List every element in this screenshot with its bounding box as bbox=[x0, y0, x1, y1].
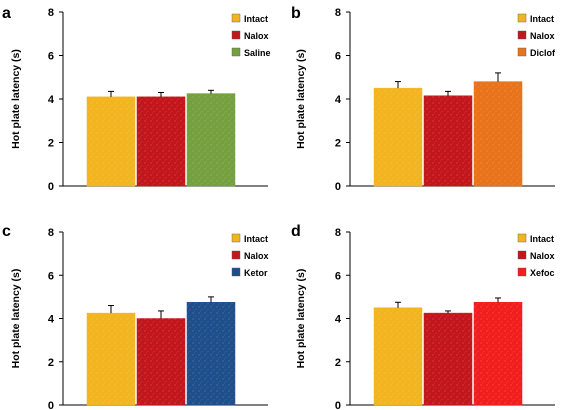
y-tick-label: 0 bbox=[48, 400, 54, 410]
legend-label: Intact bbox=[530, 234, 554, 244]
bar-texture bbox=[187, 302, 235, 405]
y-tick-label: 4 bbox=[48, 94, 55, 106]
y-tick-label: 2 bbox=[335, 357, 341, 369]
legend-swatch bbox=[517, 30, 527, 40]
panel-b: b Hot plate latency (s) 0 2 4 6 8 Intact Nalox Di… bbox=[291, 5, 556, 193]
legend-label: Nalox bbox=[530, 31, 555, 41]
panel-c: c Hot plate latency (s) 0 2 4 6 8 Intact Nalox Ke… bbox=[2, 223, 269, 410]
y-tick-label: 8 bbox=[48, 7, 54, 19]
y-tick-label: 8 bbox=[335, 7, 341, 19]
bar-texture bbox=[474, 81, 522, 186]
y-tick-label: 2 bbox=[48, 357, 54, 369]
legend-swatch bbox=[231, 47, 241, 57]
bar-texture bbox=[87, 96, 135, 186]
bar-texture bbox=[187, 93, 235, 186]
legend-label: Nalox bbox=[244, 31, 269, 41]
legend-swatch bbox=[231, 233, 241, 243]
legend-label: Ketor bbox=[244, 268, 268, 278]
legend-swatch bbox=[231, 13, 241, 23]
bar-texture bbox=[474, 302, 522, 405]
y-tick-label: 2 bbox=[335, 138, 341, 150]
y-tick-label: 6 bbox=[48, 51, 54, 63]
legend-swatch bbox=[231, 250, 241, 260]
legend-label: Saline bbox=[244, 48, 271, 58]
legend-swatch bbox=[517, 267, 527, 277]
legend-swatch bbox=[517, 13, 527, 23]
legend: Intact Nalox Saline bbox=[231, 13, 271, 58]
legend-swatch bbox=[231, 30, 241, 40]
y-axis-title: Hot plate latency (s) bbox=[295, 49, 307, 149]
panel-letter: c bbox=[2, 223, 11, 240]
panel-letter: d bbox=[291, 223, 301, 240]
y-axis-title: Hot plate latency (s) bbox=[295, 269, 307, 369]
legend-label: Intact bbox=[530, 14, 554, 24]
y-tick-label: 2 bbox=[48, 138, 54, 150]
y-tick-label: 8 bbox=[335, 227, 341, 239]
y-tick-label: 6 bbox=[48, 270, 54, 282]
y-tick-label: 8 bbox=[48, 227, 54, 239]
bar-texture bbox=[374, 88, 422, 186]
panel-letter: a bbox=[2, 5, 11, 22]
y-tick-label: 6 bbox=[335, 270, 341, 282]
legend-swatch bbox=[231, 267, 241, 277]
legend-swatch bbox=[517, 233, 527, 243]
y-tick-label: 4 bbox=[335, 314, 342, 326]
y-tick-label: 4 bbox=[48, 314, 55, 326]
bar-texture bbox=[137, 318, 185, 405]
legend-label: Diclof bbox=[530, 48, 556, 58]
legend-swatch bbox=[517, 250, 527, 260]
legend-label: Nalox bbox=[530, 251, 555, 261]
legend-label: Intact bbox=[244, 234, 268, 244]
panel-letter: b bbox=[291, 5, 301, 22]
legend-swatch bbox=[517, 47, 527, 57]
bar-texture bbox=[137, 96, 185, 186]
y-tick-label: 0 bbox=[48, 181, 54, 193]
legend: Intact Nalox Xefoc bbox=[517, 233, 555, 278]
panel-d: d Hot plate latency (s) 0 2 4 6 8 Intact Nalox Xe… bbox=[291, 223, 555, 410]
y-axis-title: Hot plate latency (s) bbox=[10, 269, 22, 369]
legend: Intact Nalox Diclof bbox=[517, 13, 556, 58]
bar-texture bbox=[374, 307, 422, 405]
y-axis-title: Hot plate latency (s) bbox=[10, 49, 22, 149]
legend-label: Intact bbox=[244, 14, 268, 24]
legend-label: Xefoc bbox=[530, 268, 555, 278]
legend-label: Nalox bbox=[244, 251, 269, 261]
panel-a: a Hot plate latency (s) 0 2 4 6 8 Intact Nalox Sa… bbox=[2, 5, 271, 193]
legend: Intact Nalox Ketor bbox=[231, 233, 269, 278]
y-tick-label: 0 bbox=[335, 181, 341, 193]
y-tick-label: 4 bbox=[335, 94, 342, 106]
bar-texture bbox=[424, 313, 472, 405]
bar-texture bbox=[87, 313, 135, 405]
y-tick-label: 6 bbox=[335, 51, 341, 63]
y-tick-label: 0 bbox=[335, 400, 341, 410]
bar-texture bbox=[424, 95, 472, 186]
